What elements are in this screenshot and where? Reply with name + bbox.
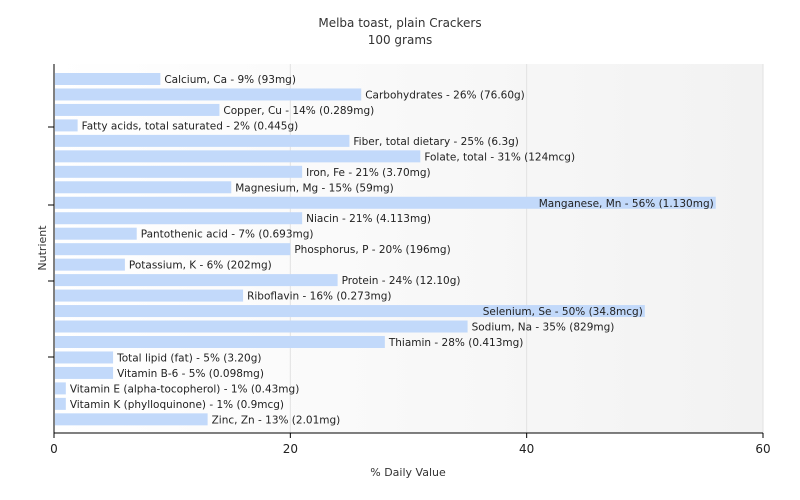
bar-5 — [55, 150, 421, 163]
bar-21 — [55, 397, 66, 410]
bar-label-14: Riboflavin - 16% (0.273mg) — [247, 291, 391, 303]
bar-14 — [55, 289, 244, 302]
bar-label-16: Sodium, Na - 35% (829mg) — [472, 322, 615, 334]
bar-17 — [55, 335, 385, 348]
x-tick-label-40: 40 — [519, 442, 534, 456]
bar-0 — [55, 73, 161, 85]
bar-15 — [55, 305, 645, 318]
bar-label-18: Total lipid (fat) - 5% (3.20g) — [116, 352, 261, 364]
x-axis-title: % Daily Value — [370, 466, 446, 479]
bar-label-20: Vitamin E (alpha-tocopherol) - 1% (0.43m… — [70, 383, 299, 395]
bar-label-13: Protein - 24% (12.10g) — [342, 275, 461, 287]
bar-1 — [55, 88, 362, 101]
bar-8 — [55, 196, 716, 209]
bar-label-1: Carbohydrates - 26% (76.60g) — [365, 89, 525, 101]
bar-3 — [55, 119, 78, 132]
bar-label-4: Fiber, total dietary - 25% (6.3g) — [353, 136, 518, 148]
bar-label-11: Phosphorus, P - 20% (196mg) — [294, 244, 450, 256]
bar-label-0: Calcium, Ca - 9% (93mg) — [164, 74, 296, 86]
bar-10 — [55, 227, 137, 240]
bar-label-17: Thiamin - 28% (0.413mg) — [388, 337, 524, 349]
chart-subtitle: 100 grams — [368, 33, 433, 47]
x-tick-label-20: 20 — [283, 442, 298, 456]
bar-7 — [55, 181, 232, 194]
bar-label-3: Fatty acids, total saturated - 2% (0.445… — [82, 120, 299, 132]
bar-11 — [55, 243, 291, 256]
bar-layer: Calcium, Ca - 9% (93mg) Carbohydrates - 2… — [55, 73, 716, 426]
bar-9 — [55, 212, 303, 225]
bar-label-19: Vitamin B-6 - 5% (0.098mg) — [117, 368, 264, 380]
bar-22 — [55, 413, 208, 426]
bar-13 — [55, 274, 338, 287]
bar-label-2: Copper, Cu - 14% (0.289mg) — [223, 105, 374, 117]
chart-title: Melba toast, plain Crackers — [318, 16, 481, 30]
bar-label-5: Folate, total - 31% (124mcg) — [424, 151, 575, 163]
y-axis-title: Nutrient — [36, 225, 49, 271]
bar-label-10: Pantothenic acid - 7% (0.693mg) — [141, 229, 314, 241]
bar-label-15: Selenium, Se - 50% (34.8mcg) — [483, 306, 643, 318]
axis-layer: 0 20 40 60 — [48, 64, 771, 456]
bar-2 — [55, 103, 220, 116]
bar-19 — [55, 366, 114, 379]
bar-label-6: Iron, Fe - 21% (3.70mg) — [306, 167, 430, 179]
bar-20 — [55, 382, 66, 395]
bar-label-7: Magnesium, Mg - 15% (59mg) — [235, 182, 394, 194]
x-tick-label-0: 0 — [50, 442, 58, 456]
bar-12 — [55, 258, 125, 271]
bar-18 — [55, 351, 114, 364]
bar-label-12: Potassium, K - 6% (202mg) — [129, 260, 272, 272]
bar-label-21: Vitamin K (phylloquinone) - 1% (0.9mcg) — [70, 399, 284, 411]
x-tick-label-60: 60 — [755, 442, 770, 456]
bar-6 — [55, 165, 303, 178]
bar-label-22: Zinc, Zn - 13% (2.01mg) — [212, 414, 341, 426]
bar-label-8: Manganese, Mn - 56% (1.130mg) — [539, 198, 714, 210]
bar-4 — [55, 134, 350, 147]
bar-16 — [55, 320, 468, 333]
bar-label-9: Niacin - 21% (4.113mg) — [306, 213, 431, 225]
